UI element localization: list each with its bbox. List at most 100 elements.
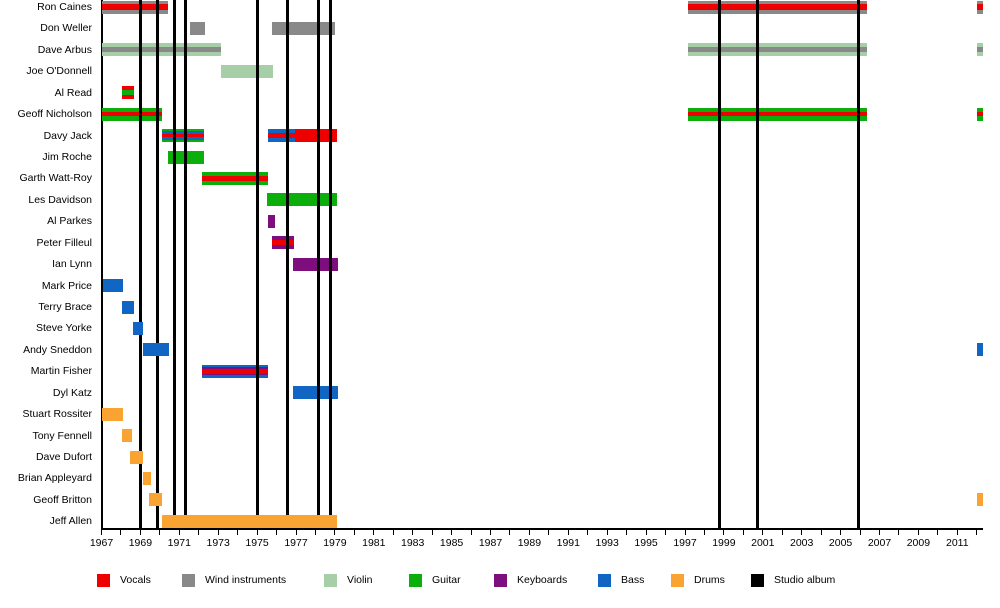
year-tick bbox=[451, 530, 453, 535]
bar-slice-guitar bbox=[161, 139, 205, 143]
bar-slice-guitar bbox=[266, 193, 338, 207]
bar-slice-bass bbox=[268, 129, 296, 133]
bar-slice-drums bbox=[101, 407, 123, 421]
legend-label: Studio album bbox=[774, 574, 836, 586]
bar-slice-wind bbox=[101, 0, 168, 5]
year-label: 1979 bbox=[323, 537, 347, 549]
member-bar bbox=[272, 236, 295, 250]
year-tick bbox=[567, 530, 569, 535]
bar-slice-bass bbox=[133, 321, 144, 335]
bar-slice-vocals bbox=[272, 240, 295, 246]
bar-slice-vocals bbox=[688, 111, 867, 117]
year-tick bbox=[762, 530, 764, 535]
member-bar bbox=[103, 279, 124, 293]
member-label: Brian Appleyard bbox=[17, 472, 92, 485]
year-label: 1999 bbox=[712, 537, 736, 549]
year-tick bbox=[237, 530, 239, 535]
plot-left-frame bbox=[101, 0, 103, 529]
year-tick bbox=[295, 530, 297, 535]
member-bar bbox=[143, 471, 151, 485]
member-bar bbox=[130, 450, 144, 464]
member-bar bbox=[121, 429, 133, 443]
year-tick bbox=[431, 530, 433, 535]
year-tick bbox=[606, 530, 608, 535]
member-bar bbox=[267, 214, 275, 228]
legend-label: Violin bbox=[347, 574, 373, 586]
bar-slice-wind bbox=[976, 9, 983, 14]
studio-album-line bbox=[184, 0, 188, 529]
year-label: 2009 bbox=[906, 537, 931, 549]
year-tick bbox=[470, 530, 472, 535]
year-label: 1973 bbox=[206, 537, 230, 549]
year-tick bbox=[703, 530, 705, 535]
member-bar bbox=[133, 321, 144, 335]
member-bar bbox=[976, 493, 983, 507]
year-label: 1985 bbox=[439, 537, 464, 549]
year-tick bbox=[490, 530, 491, 535]
year-label: 2001 bbox=[751, 537, 775, 549]
year-label: 2003 bbox=[790, 537, 814, 549]
studio-album-line bbox=[755, 0, 759, 529]
member-bar bbox=[976, 107, 983, 121]
member-bar bbox=[688, 107, 867, 121]
bar-slice-bass bbox=[121, 300, 134, 314]
studio-album-line bbox=[328, 0, 332, 529]
legend-label: Wind instruments bbox=[205, 574, 287, 586]
bar-slice-guitar bbox=[688, 107, 867, 112]
member-bar bbox=[266, 193, 338, 207]
year-tick bbox=[353, 530, 355, 535]
year-tick bbox=[392, 530, 394, 535]
year-label: 1983 bbox=[401, 537, 425, 549]
bar-slice-bass bbox=[202, 364, 269, 368]
year-tick bbox=[412, 530, 414, 535]
bar-slice-guitar bbox=[976, 116, 983, 121]
member-bar bbox=[202, 171, 269, 185]
year-tick bbox=[178, 530, 180, 535]
studio-album-line bbox=[172, 0, 176, 529]
bar-slice-vocals bbox=[268, 132, 296, 139]
bar-slice-vocals bbox=[202, 176, 269, 181]
legend-label: Drums bbox=[694, 574, 725, 586]
year-label: 1997 bbox=[673, 537, 697, 549]
bar-slice-vocals bbox=[101, 4, 168, 10]
bar-slice-guitar bbox=[688, 116, 867, 121]
member-label: Don Weller bbox=[40, 22, 92, 35]
member-label: Stuart Rossiter bbox=[22, 408, 92, 421]
bar-slice-vocals bbox=[976, 4, 983, 10]
member-bar bbox=[268, 129, 296, 143]
legend-swatch-drums bbox=[671, 574, 684, 587]
year-label: 1969 bbox=[128, 537, 153, 549]
year-tick bbox=[198, 530, 200, 535]
bar-slice-vocals bbox=[295, 129, 338, 143]
bar-slice-wind bbox=[189, 21, 205, 35]
member-bar bbox=[161, 514, 337, 528]
member-label: Terry Brace bbox=[38, 301, 92, 314]
year-label: 1977 bbox=[284, 537, 308, 549]
member-bar bbox=[688, 43, 867, 57]
bar-slice-drums bbox=[143, 471, 151, 485]
year-tick bbox=[781, 530, 783, 535]
year-tick bbox=[976, 530, 978, 535]
bar-slice-keyboards bbox=[293, 257, 338, 271]
legend-swatch-guitar bbox=[409, 574, 422, 587]
year-label: 1995 bbox=[634, 537, 658, 549]
legend-swatch-keyboards bbox=[494, 574, 507, 587]
year-label: 1991 bbox=[556, 537, 580, 549]
bar-slice-drums bbox=[121, 429, 133, 443]
bar-slice-violin bbox=[976, 52, 983, 57]
member-label: Geoff Britton bbox=[33, 493, 92, 506]
member-label: Al Read bbox=[54, 86, 92, 99]
year-tick bbox=[373, 530, 375, 535]
year-tick bbox=[314, 530, 316, 535]
studio-album-line bbox=[717, 0, 721, 529]
legend-label: Guitar bbox=[432, 574, 461, 586]
bar-slice-keyboards bbox=[272, 245, 295, 250]
bar-slice-wind bbox=[101, 47, 221, 53]
member-bar bbox=[688, 0, 867, 14]
member-bar bbox=[202, 364, 269, 378]
member-label: Les Davidson bbox=[28, 193, 92, 206]
member-bar bbox=[271, 21, 335, 35]
legend-label: Vocals bbox=[120, 574, 151, 586]
year-tick bbox=[120, 530, 122, 535]
year-label: 1975 bbox=[245, 537, 269, 549]
